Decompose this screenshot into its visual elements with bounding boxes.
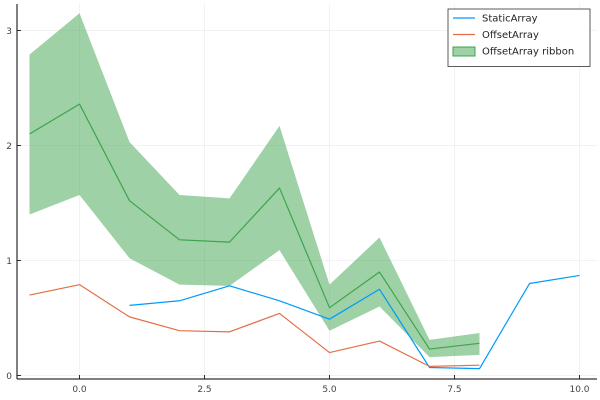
x-tick-label-3: 7.5 bbox=[447, 385, 461, 395]
x-tick-label-0: 0.0 bbox=[72, 385, 87, 395]
axes bbox=[16, 4, 597, 380]
y-tick-label-0: 0 bbox=[6, 372, 12, 382]
y-tick-label-2: 2 bbox=[6, 142, 12, 152]
y-tick-label-3: 3 bbox=[6, 27, 12, 37]
offsetarray-ribbon-band bbox=[29, 13, 480, 358]
legend[interactable]: StaticArray OffsetArray OffsetArray ribbon bbox=[447, 8, 591, 67]
legend-label-staticarray: StaticArray bbox=[482, 14, 538, 25]
offsetarray-line bbox=[29, 284, 480, 367]
legend-swatch-offsetarray-ribbon bbox=[452, 46, 476, 57]
x-tick-label-2: 5.0 bbox=[322, 385, 337, 395]
legend-label-offsetarray-ribbon: OffsetArray ribbon bbox=[482, 47, 574, 58]
offsetarray-ribbon-line bbox=[29, 103, 480, 350]
tick-labels: 0.0 2.5 5.0 7.5 10.0 0 1 2 3 bbox=[6, 27, 590, 395]
legend-label-offsetarray: OffsetArray bbox=[482, 30, 539, 41]
ribbon-layer bbox=[29, 13, 480, 358]
staticarray-line bbox=[129, 274, 580, 370]
series-lines bbox=[29, 103, 580, 370]
x-tick-label-1: 2.5 bbox=[197, 385, 211, 395]
x-tick-label-4: 10.0 bbox=[569, 385, 589, 395]
y-tick-label-1: 1 bbox=[6, 257, 12, 267]
